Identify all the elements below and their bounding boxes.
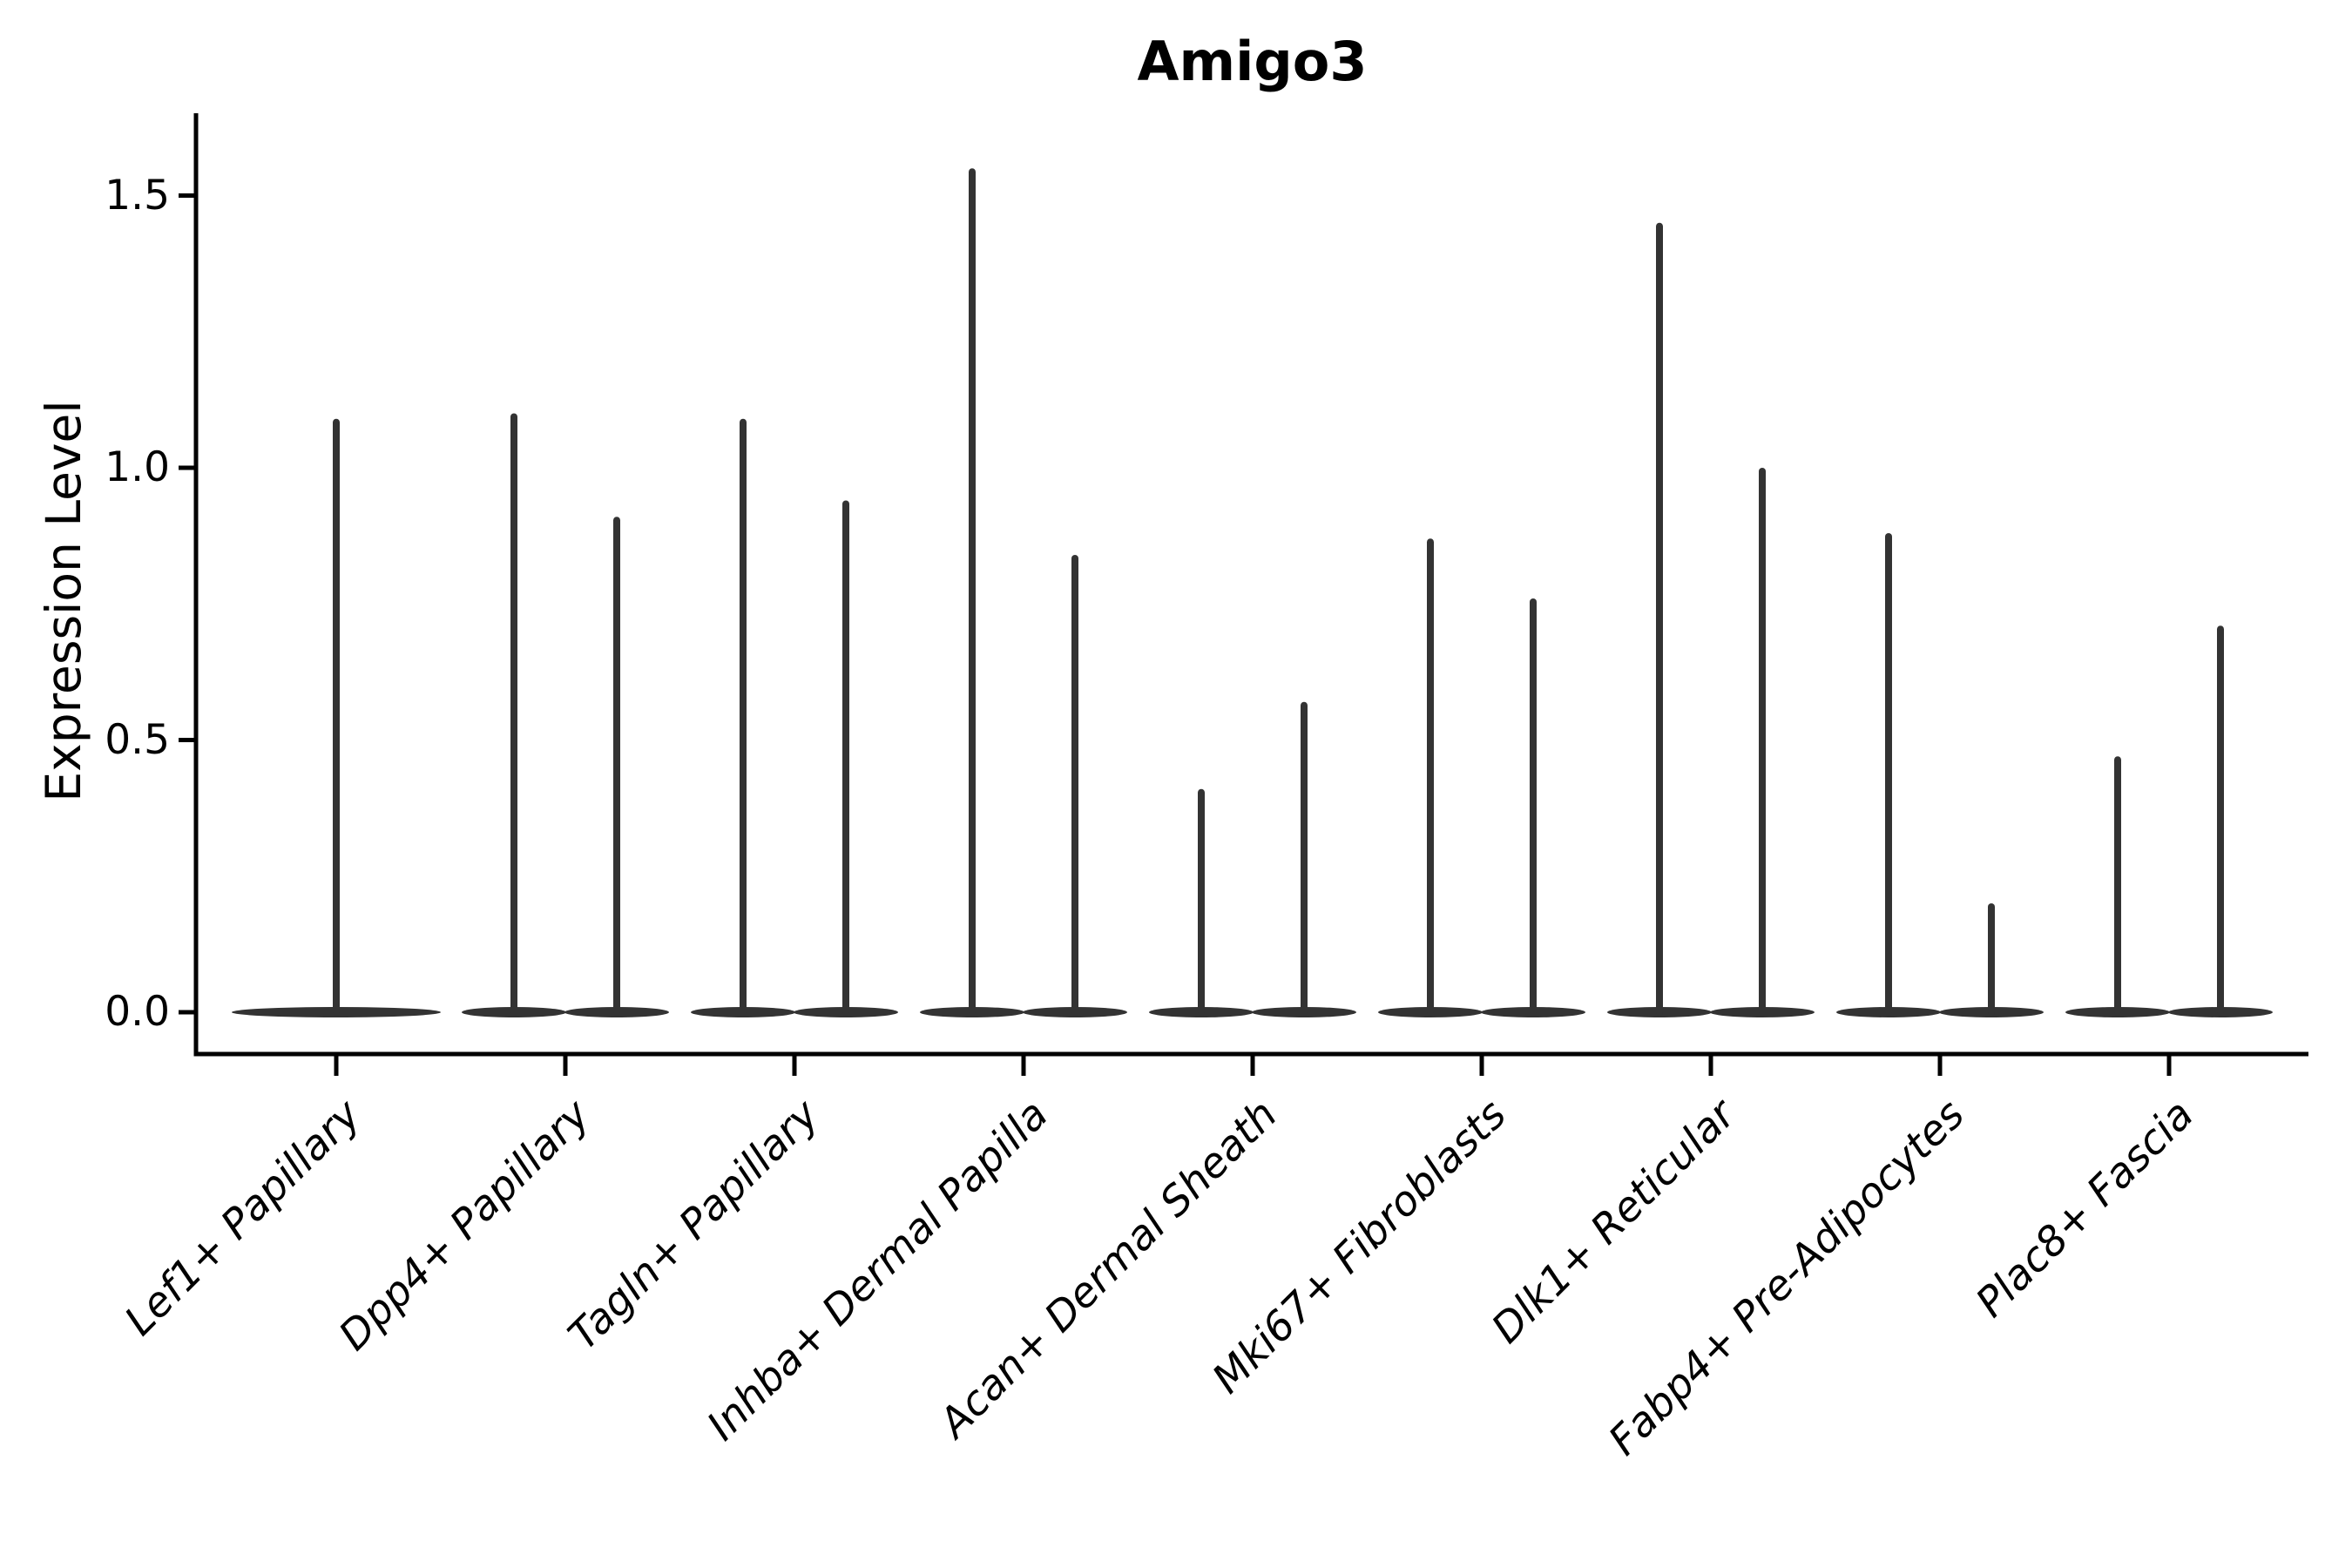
- y-tick-label: 1.5: [105, 171, 170, 220]
- y-tick-label: 0.0: [105, 988, 170, 1036]
- y-tick-label: 1.0: [105, 443, 170, 491]
- y-tick-label: 0.5: [105, 715, 170, 764]
- chart-title: Amigo3: [1137, 30, 1368, 93]
